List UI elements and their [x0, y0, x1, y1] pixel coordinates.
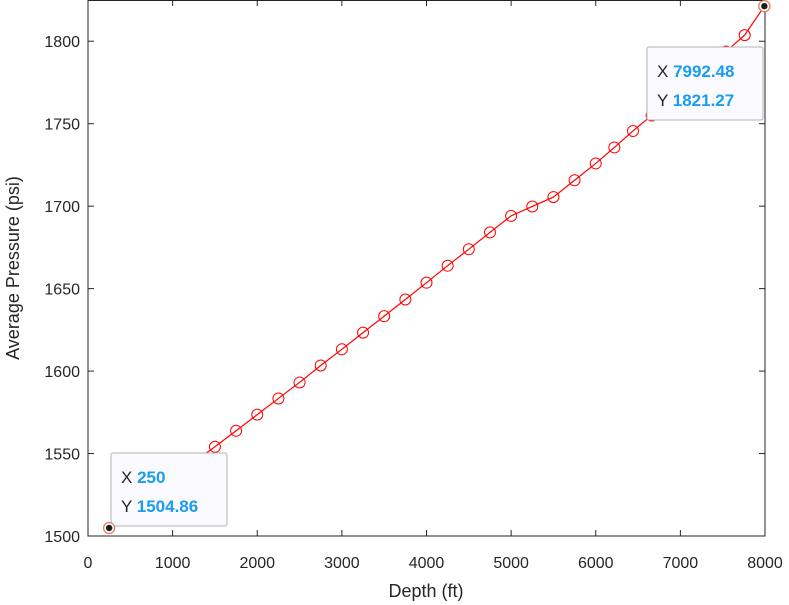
data-point	[420, 276, 433, 289]
x-tick-label: 0	[84, 555, 93, 572]
datatip-y-row: Y 1821.27	[657, 91, 734, 110]
datatip-x-value: 250	[137, 468, 165, 487]
x-tick-label: 3000	[324, 555, 360, 572]
data-point	[462, 243, 475, 256]
data-point	[272, 392, 285, 405]
x-tick-label: 8000	[747, 555, 783, 572]
y-tick-label: 1550	[44, 447, 80, 464]
x-tick-label: 5000	[493, 555, 529, 572]
datatip-box	[110, 452, 228, 527]
x-tick-label: 7000	[663, 555, 699, 572]
datatip-x-key: X	[121, 468, 137, 487]
x-tick-label: 2000	[239, 555, 275, 572]
datatip-y-key: Y	[657, 91, 673, 110]
data-point	[568, 174, 581, 187]
data-point	[230, 424, 243, 437]
data-point	[547, 191, 560, 204]
x-tick-label: 1000	[155, 555, 191, 572]
data-point	[251, 408, 264, 421]
datatip-x-value: 7992.48	[673, 62, 734, 81]
datatip-y-value: 1504.86	[137, 497, 198, 516]
data-point	[505, 209, 518, 222]
x-tick-label: 4000	[409, 555, 445, 572]
x-tick-label: 6000	[578, 555, 614, 572]
x-axis-label: Depth (ft)	[388, 581, 463, 601]
datatip-y-row: Y 1504.86	[121, 497, 198, 516]
data-point	[483, 226, 496, 239]
data-point	[526, 200, 539, 213]
y-tick-label: 1500	[44, 529, 80, 546]
y-tick-label: 1800	[44, 34, 80, 51]
y-tick-label: 1700	[44, 199, 80, 216]
datatip[interactable]: X 7992.48Y 1821.27	[646, 0, 771, 121]
data-point	[357, 326, 370, 339]
data-point	[378, 310, 391, 323]
data-point	[399, 293, 412, 306]
y-tick-label: 1600	[44, 364, 80, 381]
datatip-x-row: X 7992.48	[657, 62, 735, 81]
datatip-marker-dot	[105, 524, 113, 532]
data-point	[293, 376, 306, 389]
datatip-y-key: Y	[121, 497, 137, 516]
y-tick-label: 1650	[44, 282, 80, 299]
data-point	[314, 359, 327, 372]
datatip-x-row: X 250	[121, 468, 165, 487]
data-point	[626, 124, 639, 137]
data-point	[738, 29, 751, 42]
data-point	[441, 259, 454, 272]
y-axis-label: Average Pressure (psi)	[3, 176, 23, 360]
data-point	[608, 141, 621, 154]
datatip-x-key: X	[657, 62, 673, 81]
data-point	[335, 343, 348, 356]
data-point	[208, 440, 221, 453]
y-ticks: 1500 1550 1600 1650 1700 1750 1800	[44, 34, 765, 546]
datatip-y-value: 1821.27	[673, 91, 734, 110]
data-point	[589, 157, 602, 170]
datatip-box	[646, 46, 764, 121]
datatip-marker-dot	[761, 2, 768, 10]
x-ticks: 0 1000 2000 3000 4000 5000 6000 7000 8000	[84, 0, 783, 572]
y-tick-label: 1750	[44, 117, 80, 134]
